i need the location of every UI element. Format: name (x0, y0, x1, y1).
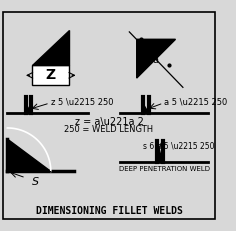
Text: Z: Z (46, 68, 56, 82)
Bar (32, 65, 69, 85)
Polygon shape (32, 30, 69, 65)
Polygon shape (7, 139, 51, 171)
Text: z 5 \u2215 250: z 5 \u2215 250 (51, 98, 113, 106)
Text: S: S (32, 177, 39, 188)
Text: DEEP PENETRATION WELD: DEEP PENETRATION WELD (119, 166, 210, 172)
Polygon shape (143, 104, 149, 113)
Text: a: a (152, 55, 158, 65)
Polygon shape (137, 39, 176, 78)
Text: DIMENSIONING FILLET WELDS: DIMENSIONING FILLET WELDS (36, 206, 182, 216)
Text: a 5 \u2215 250: a 5 \u2215 250 (164, 98, 228, 106)
Polygon shape (26, 104, 31, 113)
Text: z = a\u221a 2: z = a\u221a 2 (75, 117, 143, 128)
Text: 250 = WELD LENGTH: 250 = WELD LENGTH (64, 125, 154, 134)
Text: s 6 a 5 \u2215 250: s 6 a 5 \u2215 250 (143, 142, 215, 151)
Polygon shape (157, 141, 163, 162)
